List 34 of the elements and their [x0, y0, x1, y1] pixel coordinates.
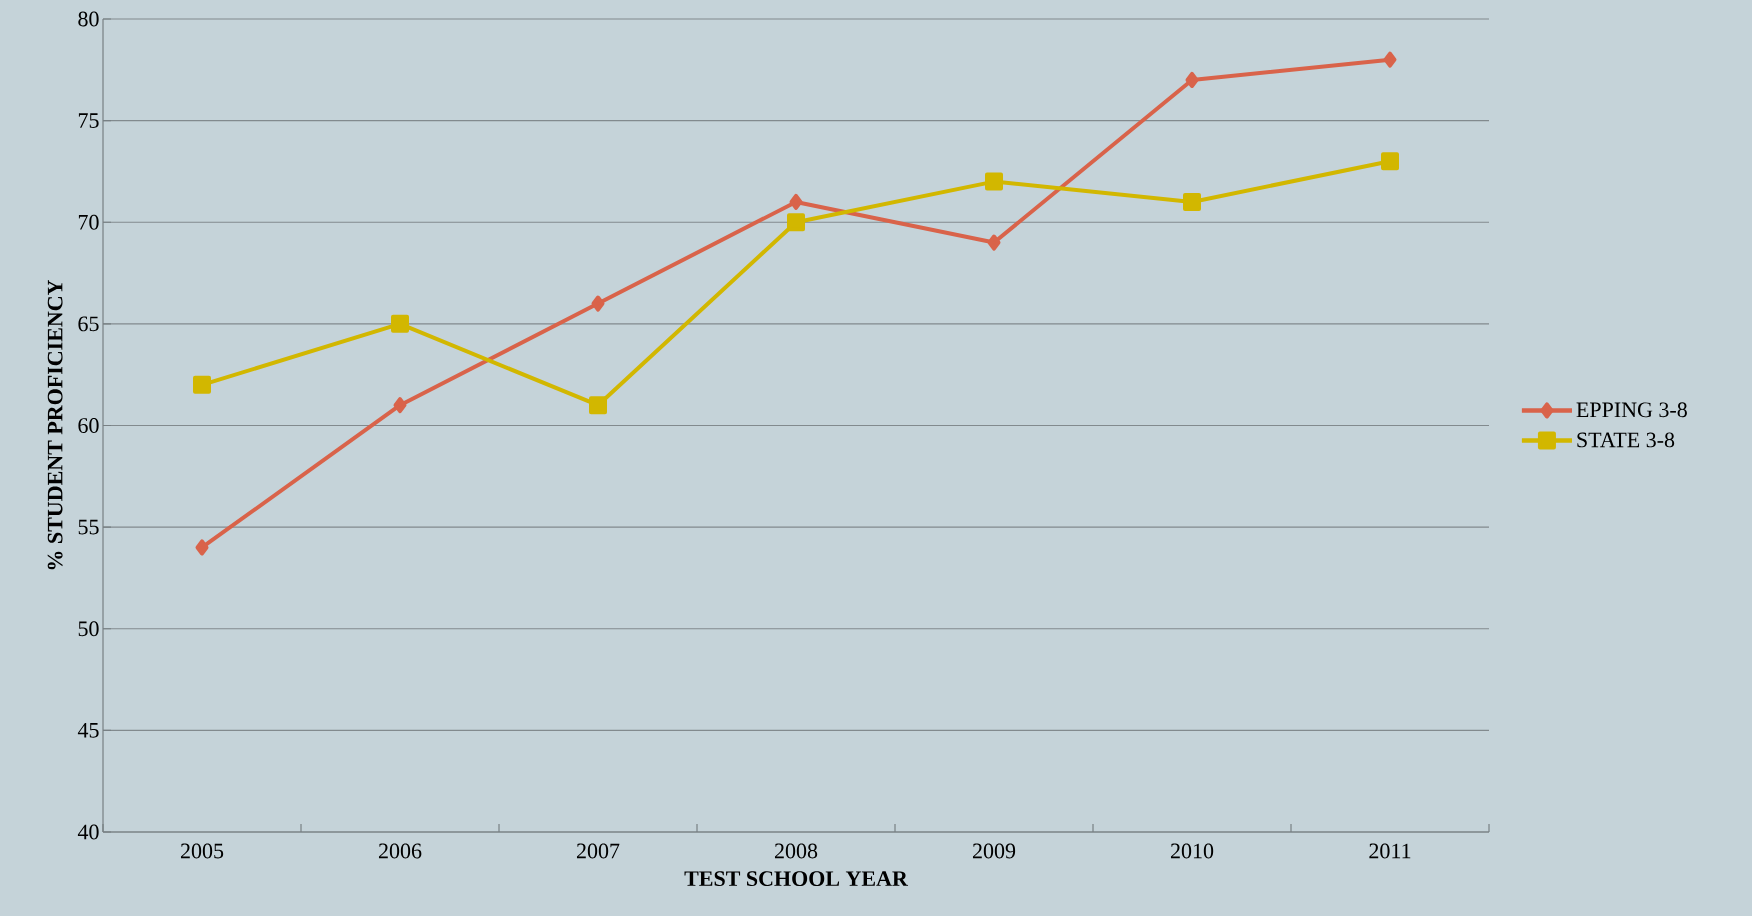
y-tick-label: 40: [77, 824, 99, 840]
x-tick-label: 2006: [378, 843, 422, 859]
point: [589, 396, 608, 415]
y-tick-label: 70: [78, 214, 99, 230]
x-tick-label: 2005: [180, 843, 224, 859]
point: [1383, 51, 1397, 68]
y-tick-label: 55: [78, 519, 99, 535]
point: [1381, 152, 1400, 171]
point: [985, 172, 1004, 191]
point: [789, 193, 803, 210]
y-tick-label: 50: [78, 621, 99, 637]
y-axis-title: % STUDENT PROFICIENCY: [47, 279, 63, 570]
y-tick-label: 80: [78, 11, 99, 27]
point: [1185, 71, 1199, 88]
x-tick-label: 2011: [1369, 843, 1411, 859]
y-tick-label: 60: [78, 418, 99, 433]
x-tick-label: 2009: [972, 843, 1016, 859]
point: [193, 375, 211, 394]
y-tick-label: 75: [78, 113, 99, 128]
point: [195, 539, 209, 556]
point: [591, 295, 605, 312]
x-tick-label: 2008: [774, 843, 818, 859]
point: [391, 314, 409, 333]
point: [787, 213, 806, 232]
x-tick-label: 2007: [576, 843, 620, 859]
legend-label: EPPING 3-8: [1576, 402, 1687, 418]
legend-label: STATE 3-8: [1577, 432, 1675, 448]
point: [987, 234, 1001, 251]
x-axis-title: TEST SCHOOL YEAR: [684, 871, 909, 887]
y-tick-label: 65: [78, 316, 99, 332]
y-tick-label: 45: [77, 723, 99, 738]
point: [1183, 192, 1201, 211]
x-tick-label: 2010: [1170, 843, 1214, 859]
point: [393, 397, 407, 414]
